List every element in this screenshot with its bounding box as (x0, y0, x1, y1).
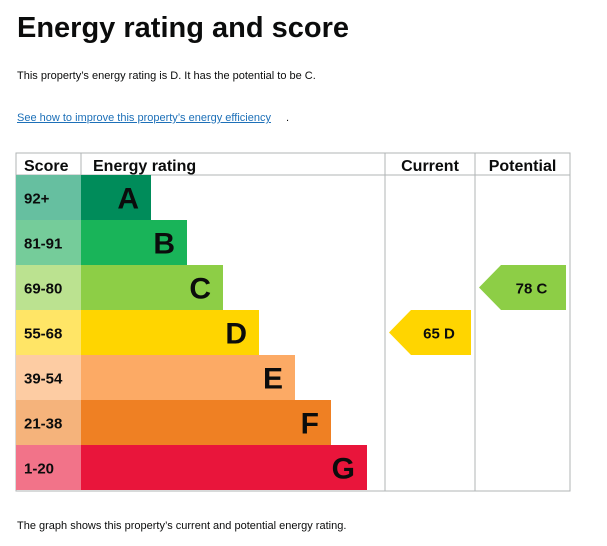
rating-bar-d (81, 310, 259, 355)
score-cell-a (16, 175, 81, 220)
rating-letter-c: C (189, 273, 211, 306)
potential-rating-arrow (479, 265, 566, 310)
rating-bar-a (81, 175, 151, 220)
rating-bar-b (81, 220, 187, 265)
rating-letter-e: E (263, 363, 283, 396)
score-label-c: 69-80 (24, 281, 62, 298)
score-label-b: 81-91 (24, 236, 62, 253)
rating-letter-a: A (117, 183, 139, 216)
rating-letter-b: B (153, 228, 175, 261)
score-cell-f (16, 400, 81, 445)
score-label-a: 92+ (24, 191, 50, 208)
score-cell-c (16, 265, 81, 310)
score-label-f: 21-38 (24, 416, 62, 433)
rating-letter-f: F (301, 408, 319, 441)
current-rating-label: 65 D (423, 326, 455, 343)
improve-efficiency-link[interactable]: See how to improve this property’s energ… (17, 112, 271, 124)
header-score: Score (24, 158, 69, 175)
score-label-d: 55-68 (24, 326, 62, 343)
score-cell-b (16, 220, 81, 265)
rating-bar-f (81, 400, 331, 445)
score-label-g: 1-20 (24, 461, 54, 478)
rating-summary: This property’s energy rating is D. It h… (17, 70, 316, 82)
page-title: Energy rating and score (17, 12, 349, 44)
header-energy-rating: Energy rating (93, 158, 196, 175)
rating-bar-c (81, 265, 223, 310)
graph-caption: The graph shows this property’s current … (17, 520, 347, 532)
score-cell-e (16, 355, 81, 400)
link-suffix: . (286, 112, 290, 124)
rating-letter-g: G (332, 453, 355, 486)
header-current: Current (401, 158, 459, 175)
header-potential: Potential (489, 158, 557, 175)
rating-letter-d: D (225, 318, 247, 351)
potential-rating-label: 78 C (516, 281, 548, 298)
current-rating-arrow (389, 310, 471, 355)
rating-bar-g (81, 445, 367, 490)
score-label-e: 39-54 (24, 371, 63, 388)
score-cell-g (16, 445, 81, 490)
score-cell-d (16, 310, 81, 355)
rating-bar-e (81, 355, 295, 400)
